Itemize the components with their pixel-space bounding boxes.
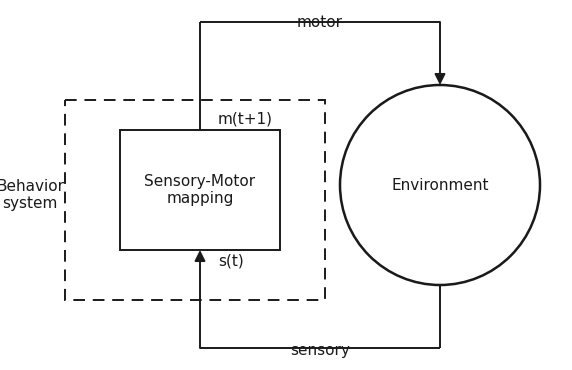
Text: Behavior
system: Behavior system xyxy=(0,179,64,211)
Circle shape xyxy=(340,85,540,285)
Text: s(t): s(t) xyxy=(218,254,244,269)
Text: Sensory-Motor
mapping: Sensory-Motor mapping xyxy=(145,174,256,206)
Bar xyxy=(65,100,325,300)
Text: motor: motor xyxy=(297,15,343,30)
Text: m(t+1): m(t+1) xyxy=(218,111,273,126)
Text: sensory: sensory xyxy=(290,343,350,358)
Text: Environment: Environment xyxy=(391,178,488,192)
Bar xyxy=(120,130,280,250)
